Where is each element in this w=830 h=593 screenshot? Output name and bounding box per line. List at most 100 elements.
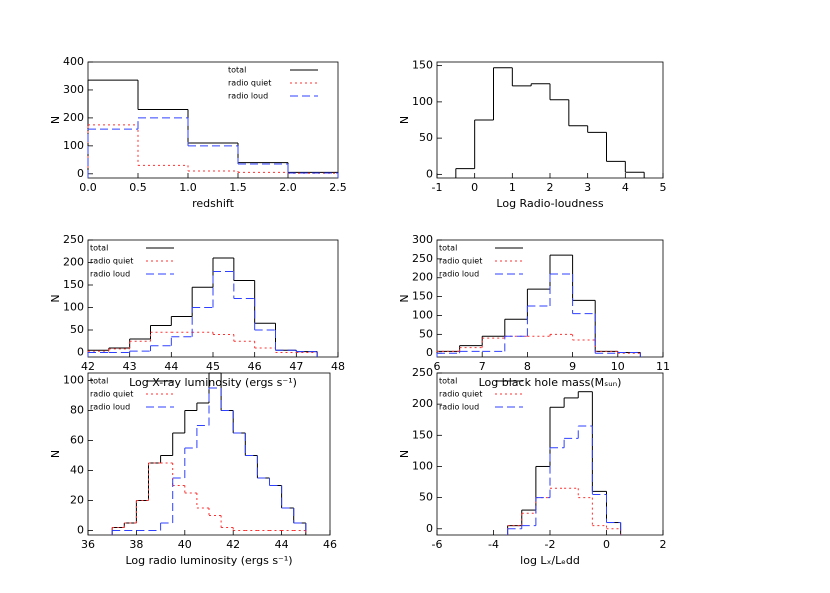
y-tick-label: 50 — [419, 327, 433, 340]
y-tick-label: 100 — [63, 374, 84, 387]
x-tick-label: 44 — [164, 360, 178, 373]
legend-label: radio quiet — [90, 390, 133, 399]
y-tick-label: 100 — [63, 139, 84, 152]
x-tick-label: 9 — [569, 360, 576, 373]
y-axis-label: N — [398, 450, 411, 458]
y-tick-label: 80 — [70, 404, 84, 417]
y-tick-label: 20 — [70, 494, 84, 507]
x-tick-label: 0 — [603, 538, 610, 551]
legend-label: total — [90, 377, 108, 386]
x-tick-label: 38 — [129, 538, 143, 551]
y-tick-label: 0 — [426, 522, 433, 535]
x-tick-label: 47 — [289, 360, 303, 373]
x-tick-label: 4 — [622, 181, 629, 194]
y-tick-label: 100 — [412, 95, 433, 108]
x-tick-label: 0 — [471, 181, 478, 194]
legend-label: total — [90, 244, 108, 253]
y-tick-label: 50 — [419, 131, 433, 144]
y-tick-label: 0 — [426, 346, 433, 359]
y-axis-label: N — [49, 294, 62, 302]
legend-label: radio quiet — [439, 390, 482, 399]
x-tick-label: 40 — [178, 538, 192, 551]
y-axis-label: N — [398, 294, 411, 302]
x-axis-label: Log black hole mass(Mₛᵤₙ) — [479, 376, 622, 389]
y-tick-label: 150 — [412, 290, 433, 303]
x-tick-label: 45 — [206, 360, 220, 373]
x-tick-label: 2.5 — [329, 181, 347, 194]
x-tick-label: 42 — [226, 538, 240, 551]
y-tick-label: 250 — [63, 233, 84, 246]
x-tick-label: 7 — [479, 360, 486, 373]
x-tick-label: 1.5 — [229, 181, 247, 194]
x-tick-label: -1 — [432, 181, 443, 194]
y-tick-label: 150 — [63, 278, 84, 291]
legend-label: total — [228, 66, 246, 75]
y-tick-label: 250 — [412, 252, 433, 265]
x-tick-label: 2 — [660, 538, 667, 551]
y-tick-label: 0 — [77, 167, 84, 180]
plot-frame — [436, 239, 664, 358]
y-tick-label: 200 — [412, 271, 433, 284]
x-axis-label: Log X-ray luminosity (ergs s⁻¹) — [129, 376, 297, 389]
x-tick-label: 3 — [584, 181, 591, 194]
x-tick-label: 0.0 — [79, 181, 97, 194]
y-tick-label: 400 — [63, 55, 84, 68]
x-axis-label: redshift — [192, 197, 234, 210]
legend-label: radio loud — [228, 92, 268, 101]
y-tick-label: 0 — [77, 524, 84, 537]
plot-frame — [436, 61, 664, 179]
x-tick-label: -2 — [545, 538, 556, 551]
x-tick-label: 46 — [248, 360, 262, 373]
x-tick-label: 2.0 — [279, 181, 297, 194]
x-tick-label: 11 — [656, 360, 670, 373]
y-tick-label: 100 — [412, 308, 433, 321]
y-tick-label: 0 — [77, 346, 84, 359]
legend-label: radio quiet — [228, 79, 271, 88]
legend-label: radio quiet — [439, 257, 482, 266]
y-tick-label: 200 — [63, 111, 84, 124]
x-tick-label: 36 — [81, 538, 95, 551]
legend-label: radio loud — [90, 403, 130, 412]
y-tick-label: 150 — [412, 428, 433, 441]
legend-label: total — [439, 377, 457, 386]
x-tick-label: 2 — [547, 181, 554, 194]
y-tick-label: 150 — [412, 59, 433, 72]
x-axis-label: Log radio luminosity (ergs s⁻¹) — [125, 554, 292, 567]
legend-label: radio quiet — [90, 257, 133, 266]
y-axis-label: N — [49, 116, 62, 124]
x-tick-label: 1 — [509, 181, 516, 194]
legend-label: radio loud — [439, 270, 479, 279]
x-tick-label: -4 — [488, 538, 499, 551]
x-tick-label: 43 — [123, 360, 137, 373]
x-tick-label: 0.5 — [129, 181, 147, 194]
y-tick-label: 200 — [412, 397, 433, 410]
x-tick-label: 8 — [524, 360, 531, 373]
y-axis-label: N — [49, 450, 62, 458]
x-tick-label: 1.0 — [179, 181, 197, 194]
y-tick-label: 300 — [63, 83, 84, 96]
x-tick-label: 5 — [660, 181, 667, 194]
x-tick-label: 6 — [434, 360, 441, 373]
x-axis-label: log Lₓ/Lₑdd — [520, 554, 580, 567]
y-tick-label: 100 — [412, 459, 433, 472]
legend-label: radio loud — [439, 403, 479, 412]
x-tick-label: -6 — [432, 538, 443, 551]
x-tick-label: 46 — [323, 538, 337, 551]
x-tick-label: 44 — [275, 538, 289, 551]
y-tick-label: 60 — [70, 434, 84, 447]
x-tick-label: 42 — [81, 360, 95, 373]
x-tick-label: 48 — [331, 360, 345, 373]
y-tick-label: 100 — [63, 301, 84, 314]
legend-label: radio loud — [90, 270, 130, 279]
y-tick-label: 0 — [426, 167, 433, 180]
x-tick-label: 10 — [611, 360, 625, 373]
x-axis-label: Log Radio-loudness — [496, 197, 603, 210]
y-tick-label: 250 — [412, 366, 433, 379]
legend-label: total — [439, 244, 457, 253]
y-tick-label: 40 — [70, 464, 84, 477]
y-tick-label: 50 — [419, 491, 433, 504]
y-tick-label: 200 — [63, 256, 84, 269]
y-tick-label: 300 — [412, 233, 433, 246]
plot-frame — [87, 61, 339, 179]
